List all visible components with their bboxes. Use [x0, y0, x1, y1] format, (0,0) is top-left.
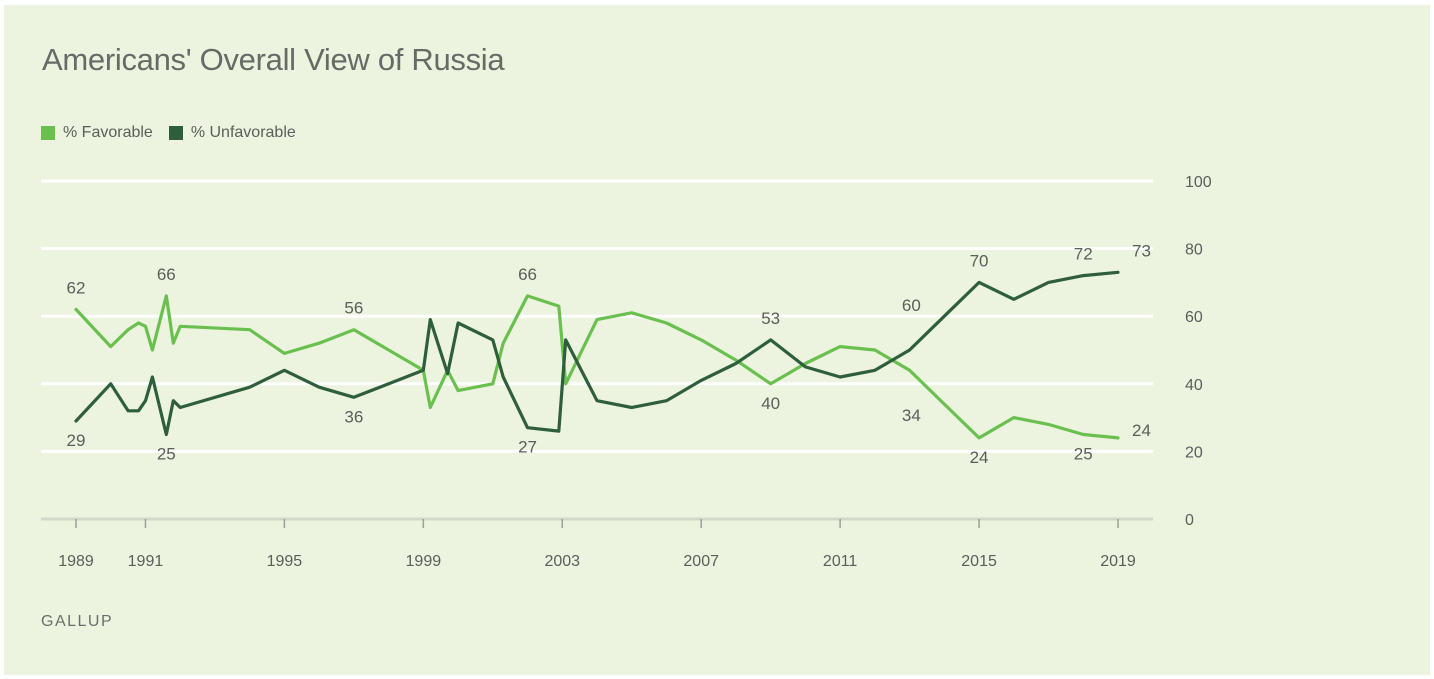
legend-label-unfavorable: % Unfavorable — [190, 124, 296, 141]
legend-item-unfavorable[interactable]: % Unfavorable — [168, 124, 296, 142]
y-tick-label-0: 0 — [1185, 512, 1194, 529]
grid-layer — [41, 179, 1153, 521]
series-layer — [74, 270, 1120, 440]
x-tick-label-2003: 2003 — [544, 553, 580, 570]
series-line-unfavorable — [74, 270, 1120, 437]
legend-item-favorable[interactable]: % Favorable — [41, 124, 153, 142]
data-label-2019-24: 24 — [1132, 421, 1151, 440]
x-tick-label-2007: 2007 — [683, 553, 719, 570]
chart-title: Americans' Overall View of Russia — [42, 42, 505, 77]
label-layer: 62 29 66 25 56 36 66 27 53 40 60 34 70 24 72 25 73 24 — [67, 241, 1151, 467]
chart-card: Americans' Overall View of Russia % Favo… — [4, 5, 1430, 675]
x-tick-label-1995: 1995 — [267, 553, 303, 570]
data-label-2019-73: 73 — [1132, 241, 1151, 260]
data-label-2002-27: 27 — [518, 438, 537, 457]
data-label-1989-29: 29 — [67, 431, 86, 450]
y-tick-label-100: 100 — [1185, 174, 1212, 191]
data-label-2018-72: 72 — [1074, 245, 1093, 264]
y-tick-label-40: 40 — [1185, 377, 1203, 394]
x-tick-label-1989: 1989 — [58, 553, 94, 570]
y-tick-label-80: 80 — [1185, 242, 1203, 259]
data-label-1991.6-25: 25 — [157, 445, 176, 464]
data-label-2009-40: 40 — [761, 394, 780, 413]
data-label-2014-34: 34 — [902, 406, 921, 425]
chart-legend: % Favorable % Unfavorable — [41, 124, 312, 142]
legend-swatch-unfavorable — [168, 126, 183, 140]
x-tick-label-2019: 2019 — [1100, 553, 1136, 570]
data-label-2009-53: 53 — [761, 309, 780, 328]
data-label-2015-70: 70 — [970, 251, 989, 270]
data-label-2018-25: 25 — [1074, 445, 1093, 464]
data-label-1997-36: 36 — [344, 407, 363, 426]
x-tick-label-1999: 1999 — [406, 553, 442, 570]
y-tick-label-20: 20 — [1185, 444, 1203, 461]
source-label: GALLUP — [41, 613, 114, 630]
data-label-2014-60: 60 — [902, 296, 921, 315]
axis-layer: 0 20 40 60 80 100 1989 1991 1995 1999 2003 2007 2011… — [58, 174, 1212, 570]
data-label-2015-24: 24 — [970, 448, 989, 467]
legend-label-favorable: % Favorable — [63, 124, 153, 141]
x-tick-label-2015: 2015 — [961, 553, 997, 570]
data-label-1997-56: 56 — [344, 299, 363, 318]
series-line-favorable — [74, 294, 1120, 440]
legend-swatch-favorable — [41, 126, 55, 140]
data-label-1991.6-66: 66 — [157, 265, 176, 284]
data-label-1989-62: 62 — [67, 278, 86, 297]
data-label-2002-66: 66 — [518, 265, 537, 284]
x-tick-label-2011: 2011 — [823, 553, 858, 570]
x-tick-label-1991: 1991 — [128, 553, 164, 570]
y-tick-label-60: 60 — [1185, 309, 1203, 326]
